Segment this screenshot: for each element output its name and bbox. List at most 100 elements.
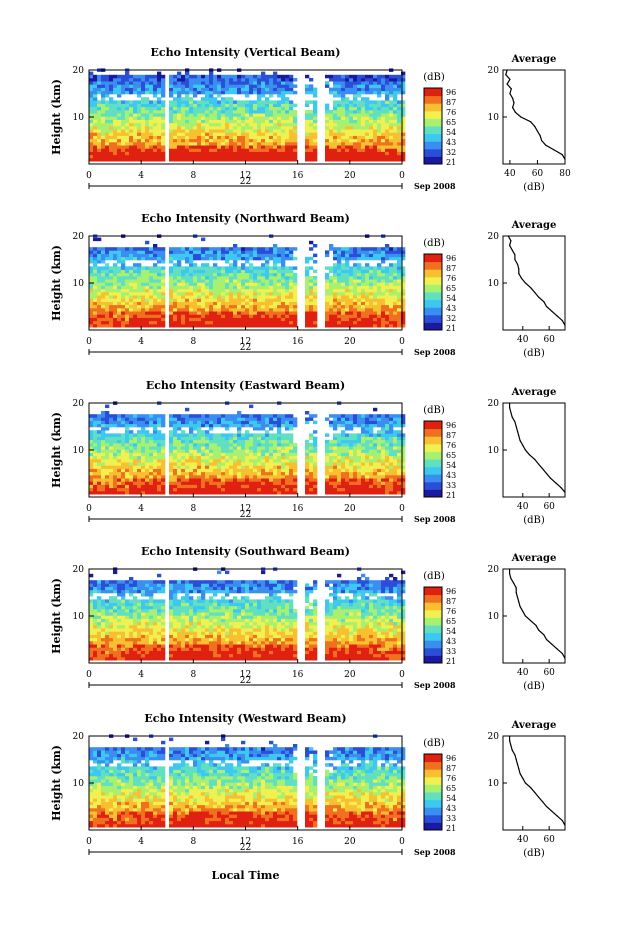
heatmap-cell (377, 459, 382, 463)
heatmap-cell (373, 308, 378, 312)
heatmap-cell (177, 154, 182, 159)
heatmap-cell (193, 295, 198, 299)
heatmap-cell (221, 158, 226, 162)
heatmap-cell (225, 285, 230, 290)
heatmap-cell (281, 142, 286, 146)
heatmap-cell (377, 320, 382, 325)
heatmap-cell (253, 491, 258, 495)
heatmap-cell (289, 148, 294, 152)
heatmap-cell (129, 443, 134, 447)
heatmap-cell (241, 253, 246, 258)
heatmap-cell (281, 253, 286, 258)
heatmap-cell (261, 110, 266, 114)
heatmap-cell (129, 100, 134, 104)
heatmap-cell (193, 449, 198, 453)
heatmap-cell (325, 320, 330, 325)
heatmap-cell (93, 97, 98, 101)
heatmap-cell (333, 126, 338, 130)
heatmap-cell (373, 285, 378, 290)
heatmap-cell (209, 97, 214, 101)
heatmap-cell (353, 295, 358, 299)
heatmap-cell (233, 311, 238, 315)
heatmap-cell (133, 487, 138, 492)
heatmap-cell (145, 100, 150, 104)
heatmap-cell (241, 324, 246, 328)
heatmap-cell (313, 116, 318, 120)
heatmap-cell (365, 78, 370, 82)
heatmap-cell (353, 126, 358, 130)
heatmap-cell (113, 292, 118, 296)
heatmap-cell (353, 279, 358, 283)
heatmap-cell (397, 301, 402, 306)
heatmap-cell (193, 452, 198, 457)
heatmap-cell (281, 449, 286, 453)
heatmap-cell (309, 320, 314, 325)
heatmap-cell (233, 324, 238, 328)
heatmap-cell (261, 462, 266, 466)
heatmap-cell (145, 138, 150, 143)
heatmap-cell (121, 90, 126, 95)
heatmap-cell (361, 279, 366, 283)
heatmap-cell (201, 266, 206, 270)
heatmap-cell (361, 304, 366, 309)
heatmap-cell (357, 110, 362, 114)
heatmap-cell (245, 487, 250, 492)
heatmap-cell (217, 74, 222, 79)
heatmap-cell (137, 90, 142, 95)
heatmap-cell (121, 132, 126, 136)
heatmap-cell (345, 78, 350, 82)
heatmap-cell (333, 84, 338, 88)
heatmap-cell (381, 324, 386, 328)
heatmap-cell (125, 78, 130, 82)
heatmap-cell (193, 462, 198, 466)
heatmap-cell (401, 103, 406, 108)
heatmap-cell (381, 308, 386, 312)
heatmap-cell (233, 317, 238, 322)
heatmap-cell (145, 122, 150, 127)
heatmap-cell (113, 116, 118, 120)
heatmap-cell (349, 288, 354, 293)
heatmap-cell (277, 260, 282, 264)
heatmap-cell (97, 260, 102, 264)
heatmap-cell (257, 126, 262, 130)
heatmap-cell (145, 452, 150, 457)
heatmap-cell (309, 90, 314, 95)
heatmap-cell (361, 301, 366, 306)
heatmap-cell (393, 446, 398, 450)
heatmap-cell (277, 247, 282, 251)
heatmap-cell (141, 119, 146, 124)
heatmap-cell (237, 272, 242, 277)
heatmap-cell (253, 84, 258, 88)
heatmap-cell (177, 317, 182, 322)
heatmap-cell (329, 295, 334, 299)
heatmap-cell (217, 288, 222, 293)
heatmap-cell (377, 78, 382, 82)
average-y-tick-label: 10 (488, 113, 500, 123)
heatmap-cell (229, 304, 234, 309)
heatmap-cell (393, 100, 398, 104)
heatmap-cell (281, 81, 286, 85)
heatmap-cell (373, 87, 378, 92)
heatmap-cell (105, 452, 110, 457)
heatmap-cell (105, 487, 110, 492)
heatmap-cell (141, 465, 146, 469)
heatmap-cell (241, 132, 246, 136)
heatmap-cell (265, 87, 270, 92)
heatmap-cell (209, 94, 214, 98)
heatmap-cell (229, 324, 234, 328)
heatmap-cell (273, 250, 278, 254)
heatmap-cell (257, 148, 262, 152)
heatmap-cell (125, 449, 130, 453)
heatmap-cell (285, 110, 290, 114)
heatmap-cell (221, 324, 226, 328)
heatmap-cell (153, 317, 158, 322)
heatmap-cell (245, 122, 250, 127)
heatmap-cell (101, 142, 106, 146)
heatmap-cell (109, 478, 114, 482)
heatmap-cell (245, 462, 250, 466)
heatmap-cell (289, 487, 294, 492)
heatmap-cell (293, 135, 298, 140)
heatmap-cell (101, 317, 106, 322)
heatmap-cell (361, 132, 366, 136)
heatmap-cell (97, 256, 102, 261)
